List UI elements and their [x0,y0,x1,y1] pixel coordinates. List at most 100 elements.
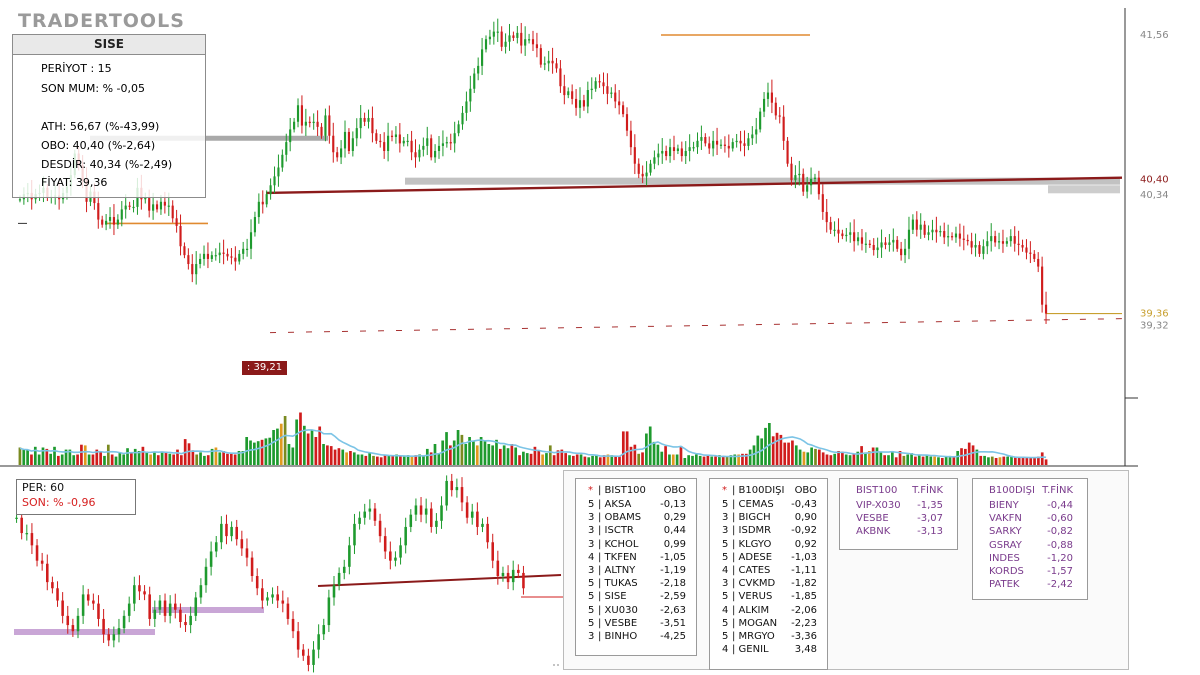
table-row[interactable]: 3 | KCHOL 0,99 [576,539,696,553]
table-row[interactable]: 5 | VERUS -1,85 [710,591,827,605]
table-row[interactable]: 3 | ISCTR 0,44 [576,525,696,539]
candle-body [128,205,131,207]
table-row[interactable]: 3 | OBAMS 0,29 [576,512,696,526]
volume-bar [898,451,902,465]
table-row[interactable]: 4 | TKFEN -1,05 [576,552,696,566]
table-row[interactable]: 4 | CATES -1,11 [710,565,827,579]
table-row[interactable]: 3 | ISDMR -0,92 [710,525,827,539]
volume-bar [987,457,990,465]
candle-body [907,229,911,249]
table-row[interactable]: 5 | TUKAS -2,18 [576,578,696,592]
candle [512,31,515,41]
table-row[interactable]: SARKY -0,82 [973,526,1087,540]
volume-bar [844,454,848,465]
candle [657,143,660,166]
candle [226,248,229,261]
volume-bar [806,452,810,465]
mini-candle [445,475,448,511]
table-row[interactable]: 4 | GENIL 3,48 [710,644,827,658]
candle [1005,237,1008,247]
mini-candle-body [368,508,372,512]
mini-candle-body [389,551,392,561]
candle [915,211,918,237]
candle-body [806,185,809,192]
candle [469,75,472,112]
row-symbol: | AKSA [598,499,632,510]
volume-bar [783,442,787,465]
table-row[interactable]: 5 | ADESE -1,03 [710,552,827,566]
table-row[interactable]: KORDS -1,57 [973,566,1087,580]
table-row[interactable]: 3 | ALTNY -1,19 [576,565,696,579]
table-row[interactable]: AKBNK -3,13 [840,526,957,540]
header-obo: OBO [794,485,817,496]
mini-candle-body [404,526,407,546]
candle [1029,241,1032,264]
table-row[interactable]: 5 | AKSA -0,13 [576,499,696,513]
table-row[interactable]: VIP-X030 -1,35 [840,500,957,514]
candle [199,253,202,269]
candle-body [970,241,973,248]
candle [398,123,401,153]
mini-candle [261,579,264,609]
candle [293,117,296,133]
table-row[interactable]: 5 | KLGYO 0,92 [710,539,827,553]
candle [817,170,820,200]
candle [802,168,805,196]
volume-bar [756,435,760,465]
mini-candle [383,527,387,559]
mini-candle-body [506,572,510,583]
candle [692,141,695,152]
mini-candle-body [276,594,279,601]
volume-bar [383,454,387,465]
table-row[interactable]: BIENY -0,44 [973,500,1087,514]
dashed-trend-line [269,318,1123,334]
candle [919,213,922,239]
candle-body [453,133,456,144]
candle [492,21,495,45]
volume-bar [867,451,871,465]
candle-body [962,238,965,240]
table-row[interactable]: 4 | ALKIM -2,06 [710,605,827,619]
candle-body [982,246,985,254]
table-row[interactable]: 3 | BIGCH 0,90 [710,512,827,526]
row-symbol: | VERUS [732,591,773,603]
row-symbol: | TUKAS [598,578,638,590]
table-row[interactable]: GSRAY -0,88 [973,540,1087,554]
header-market: B100DIŞI [989,485,1035,496]
candle [195,251,198,285]
row-obo-value: -3,51 [660,617,686,629]
table-row[interactable]: 5 | VESBE -3,51 [576,618,696,632]
volume-bar [191,450,195,465]
mini-candle [296,622,300,658]
candle-body [116,219,119,225]
table-row[interactable]: VAKFN -0,60 [973,513,1087,527]
candle-body [876,247,879,251]
table-row[interactable]: 5 | SISE -2,59 [576,591,696,605]
volume-bar [595,454,598,465]
candle [982,239,985,260]
table-row[interactable]: PATEK -2,42 [973,579,1087,593]
candle [610,87,613,99]
mini-candle-body [30,533,34,546]
volume-bar [68,449,72,465]
mini-candle-body [501,572,505,576]
table-row[interactable]: VESBE -3,07 [840,513,957,527]
table-row[interactable]: 5 | CEMAS -0,43 [710,499,827,513]
table-row[interactable]: 3 | BINHO -4,25 [576,631,696,645]
table-row[interactable]: 5 | MRGYO -3,36 [710,631,827,645]
table-row[interactable]: 3 | CVKMD -1,82 [710,578,827,592]
row-obo-value: 3,48 [794,644,817,656]
mini-candle-body [204,566,208,586]
volume-bar [733,454,737,465]
volume-bar [472,440,475,465]
mini-candle-body [332,585,336,598]
candle [312,113,315,130]
mini-candle-body [138,585,141,592]
table-row[interactable]: 5 | XU030 -2,63 [576,605,696,619]
mini-candle [435,513,438,534]
table-row[interactable]: 5 | MOGAN -2,23 [710,618,827,632]
volume-bar [721,456,725,465]
table-row[interactable]: INDES -1,20 [973,553,1087,567]
